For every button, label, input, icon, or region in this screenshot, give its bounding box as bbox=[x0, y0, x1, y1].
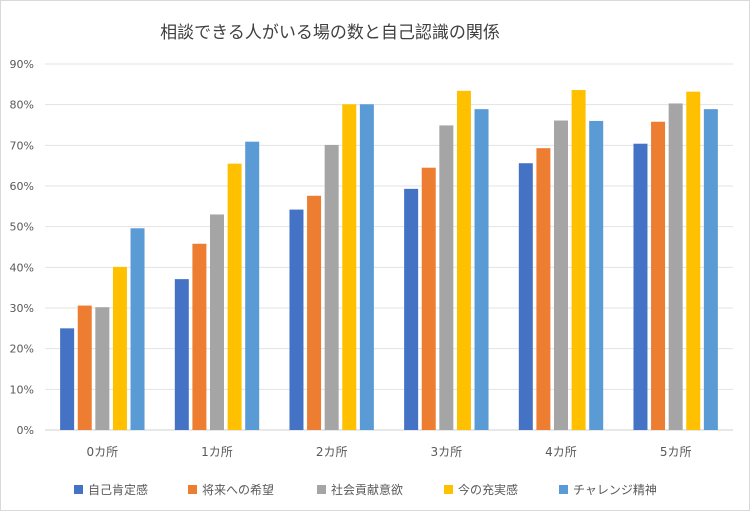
bar bbox=[192, 243, 207, 430]
legend-swatch bbox=[188, 485, 197, 494]
x-tick-label: 1カ所 bbox=[201, 445, 233, 459]
x-tick-label: 3カ所 bbox=[431, 445, 463, 459]
bar bbox=[342, 104, 357, 430]
legend-label: 社会貢献意欲 bbox=[331, 482, 403, 497]
y-tick-label: 70% bbox=[10, 139, 34, 152]
bar bbox=[474, 109, 489, 430]
x-tick-label: 5カ所 bbox=[660, 445, 692, 459]
bar bbox=[95, 307, 110, 430]
x-tick-label: 4カ所 bbox=[545, 445, 577, 459]
bar bbox=[112, 266, 127, 430]
y-tick-label: 40% bbox=[10, 261, 34, 274]
bar bbox=[210, 214, 224, 430]
bar bbox=[307, 195, 322, 430]
bar bbox=[77, 305, 92, 430]
bar bbox=[703, 109, 718, 430]
legend-swatch bbox=[444, 485, 453, 494]
bar bbox=[439, 125, 454, 430]
bar bbox=[668, 103, 683, 431]
x-tick-label: 0カ所 bbox=[87, 445, 119, 459]
bar bbox=[456, 90, 471, 430]
chart-title: 相談できる人がいる場の数と自己認識の関係 bbox=[160, 23, 500, 43]
bar bbox=[404, 188, 419, 430]
bar bbox=[245, 141, 260, 430]
bar bbox=[359, 104, 374, 430]
bar bbox=[554, 120, 568, 430]
bar bbox=[324, 144, 339, 430]
y-tick-label: 10% bbox=[10, 383, 34, 396]
y-tick-label: 20% bbox=[10, 343, 34, 356]
legend-label: 自己肯定感 bbox=[88, 482, 148, 497]
bar bbox=[174, 279, 189, 430]
y-tick-label: 60% bbox=[10, 180, 34, 193]
bar bbox=[536, 148, 551, 430]
y-tick-label: 0% bbox=[17, 424, 34, 437]
y-tick-label: 50% bbox=[10, 221, 34, 234]
bar bbox=[60, 328, 75, 430]
legend-label: 今の充実感 bbox=[458, 482, 518, 497]
legend-label: チャレンジ精神 bbox=[573, 483, 657, 497]
y-tick-label: 30% bbox=[10, 302, 34, 315]
bar bbox=[289, 209, 304, 430]
bar bbox=[589, 120, 604, 430]
legend-label: 将来への希望 bbox=[202, 482, 274, 497]
x-tick-label: 2カ所 bbox=[316, 445, 348, 459]
bar bbox=[130, 228, 145, 430]
bar bbox=[571, 90, 586, 430]
bar bbox=[633, 143, 648, 430]
bar bbox=[686, 91, 701, 431]
legend-swatch bbox=[317, 485, 326, 494]
bar bbox=[651, 121, 666, 430]
y-tick-label: 90% bbox=[10, 58, 34, 71]
bar bbox=[518, 163, 533, 430]
y-tick-label: 80% bbox=[10, 99, 34, 112]
legend-swatch bbox=[74, 485, 83, 494]
bar bbox=[421, 167, 436, 430]
legend-swatch bbox=[559, 485, 568, 494]
bar bbox=[227, 163, 242, 430]
